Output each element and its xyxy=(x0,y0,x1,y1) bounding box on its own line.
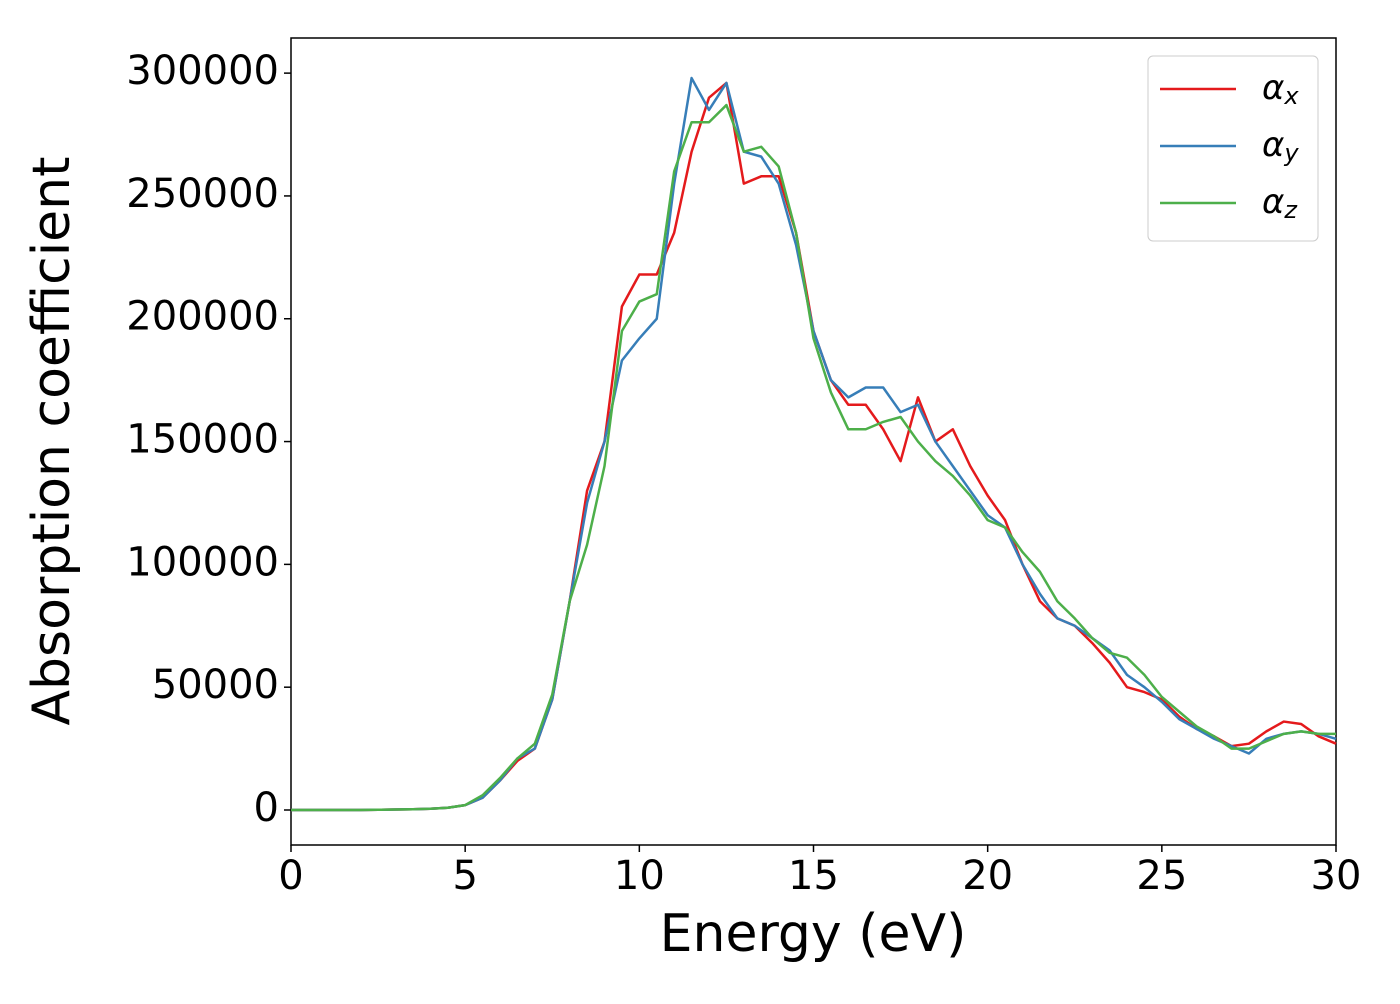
data-line xyxy=(291,103,1336,812)
y-tick-label: 100000 xyxy=(126,539,279,585)
y-tick-label: 250000 xyxy=(126,171,279,217)
x-tick-label: 5 xyxy=(452,853,477,899)
legend-box xyxy=(1147,55,1319,242)
y-tick-label: 50000 xyxy=(152,662,279,708)
x-tick-label: 30 xyxy=(1311,853,1362,899)
x-tick-label: 0 xyxy=(278,853,303,899)
x-tick-label: 10 xyxy=(614,853,665,899)
x-tick-label: 25 xyxy=(1136,853,1187,899)
y-axis-label: Absorption coefficient xyxy=(22,156,82,725)
y-tick-label: 200000 xyxy=(126,294,279,340)
x-tick-label: 20 xyxy=(962,853,1013,899)
legend-label: αx xyxy=(1262,68,1299,111)
x-axis-label: Energy (eV) xyxy=(660,904,967,964)
y-tick-label: 300000 xyxy=(126,48,279,94)
y-tick-label: 150000 xyxy=(126,417,279,463)
y-tick-label: 0 xyxy=(254,785,279,831)
legend-label: αz xyxy=(1262,182,1298,225)
x-tick-label: 15 xyxy=(788,853,839,899)
legend-label: αy xyxy=(1262,125,1299,168)
